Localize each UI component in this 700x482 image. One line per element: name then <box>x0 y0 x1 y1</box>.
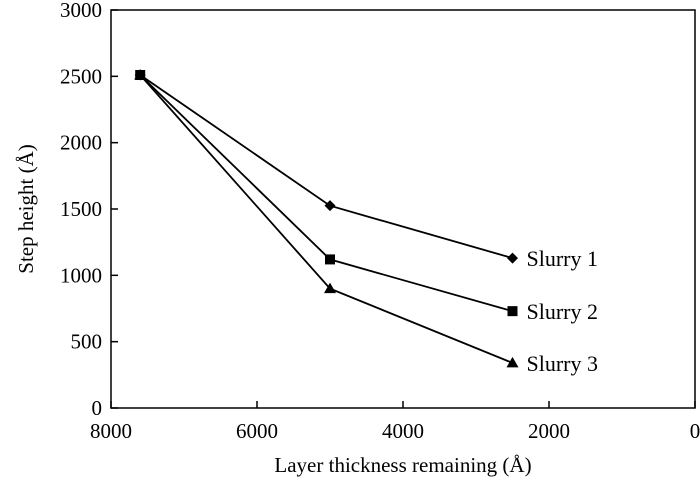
data-point-triangle <box>506 356 519 368</box>
series-line-3 <box>139 74 513 364</box>
y-axis-title: Step height (Å) <box>14 144 38 273</box>
y-tick-label: 3000 <box>60 0 102 22</box>
series-lines <box>139 74 513 364</box>
data-point-diamond <box>324 200 336 212</box>
series-line-1 <box>139 74 513 259</box>
y-tick-label: 500 <box>71 330 103 354</box>
y-tick-label: 2000 <box>60 131 102 155</box>
y-tick-label: 1000 <box>60 263 102 287</box>
data-point-triangle <box>134 69 147 80</box>
x-axis-title: Layer thickness remaining (Å) <box>274 453 531 477</box>
series-labels: Slurry 1 Slurry 2 Slurry 3 <box>527 246 599 376</box>
data-point-square <box>507 306 518 317</box>
data-point-diamond <box>507 252 518 264</box>
series-label-3: Slurry 3 <box>527 351 599 376</box>
series-label-1: Slurry 1 <box>527 246 599 271</box>
y-tick-label: 2500 <box>60 64 102 88</box>
data-point-triangle <box>324 282 336 294</box>
x-tick-label: 6000 <box>236 419 278 443</box>
series-label-2: Slurry 2 <box>527 299 599 324</box>
y-tick-label: 1500 <box>60 197 102 221</box>
series-line-2 <box>139 74 513 313</box>
ticks-layer: 0 500 1000 1500 2000 2500 3000 8000 6000 4000 2000… <box>60 0 700 443</box>
x-tick-label: 4000 <box>382 419 424 443</box>
x-tick-label: 0 <box>690 419 700 443</box>
y-tick-label: 0 <box>92 396 103 420</box>
data-point-square <box>325 254 335 265</box>
plot-frame <box>110 9 696 409</box>
x-tick-label: 2000 <box>528 419 570 443</box>
x-tick-label: 8000 <box>90 419 132 443</box>
series-markers <box>134 69 519 368</box>
